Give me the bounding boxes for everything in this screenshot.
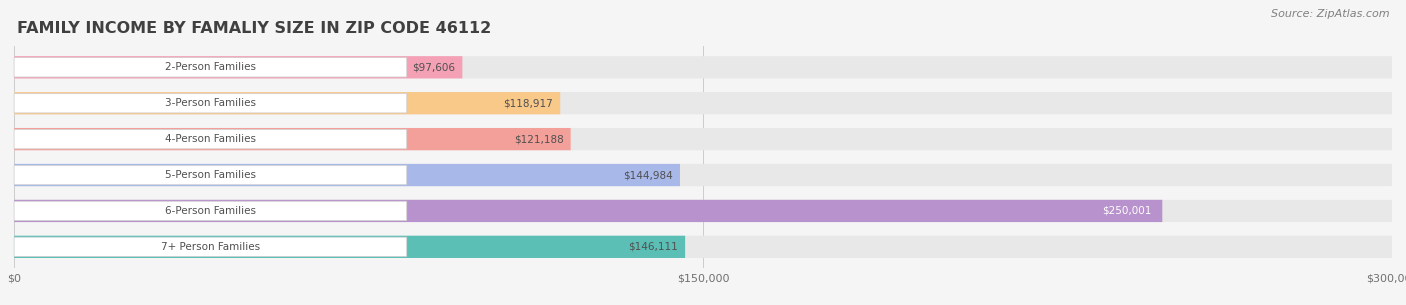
FancyBboxPatch shape (14, 165, 406, 185)
Text: $250,001: $250,001 (1102, 206, 1152, 216)
Text: Source: ZipAtlas.com: Source: ZipAtlas.com (1271, 9, 1389, 19)
FancyBboxPatch shape (14, 236, 1392, 258)
Text: FAMILY INCOME BY FAMALIY SIZE IN ZIP CODE 46112: FAMILY INCOME BY FAMALIY SIZE IN ZIP COD… (17, 21, 491, 36)
Text: $121,188: $121,188 (515, 134, 564, 144)
FancyBboxPatch shape (14, 236, 685, 258)
FancyBboxPatch shape (14, 200, 1392, 222)
FancyBboxPatch shape (14, 237, 406, 257)
FancyBboxPatch shape (14, 201, 406, 221)
FancyBboxPatch shape (14, 92, 560, 114)
FancyBboxPatch shape (14, 56, 463, 78)
Text: $118,917: $118,917 (503, 98, 554, 108)
FancyBboxPatch shape (14, 94, 406, 113)
Text: 3-Person Families: 3-Person Families (165, 98, 256, 108)
Text: $144,984: $144,984 (623, 170, 673, 180)
FancyBboxPatch shape (14, 58, 406, 77)
Text: $97,606: $97,606 (412, 62, 456, 72)
FancyBboxPatch shape (14, 128, 1392, 150)
FancyBboxPatch shape (14, 200, 1163, 222)
FancyBboxPatch shape (14, 56, 1392, 78)
Text: 5-Person Families: 5-Person Families (165, 170, 256, 180)
FancyBboxPatch shape (14, 92, 1392, 114)
FancyBboxPatch shape (14, 129, 406, 149)
FancyBboxPatch shape (14, 164, 1392, 186)
Text: 7+ Person Families: 7+ Person Families (160, 242, 260, 252)
Text: 4-Person Families: 4-Person Families (165, 134, 256, 144)
Text: $146,111: $146,111 (628, 242, 678, 252)
Text: 2-Person Families: 2-Person Families (165, 62, 256, 72)
FancyBboxPatch shape (14, 164, 681, 186)
FancyBboxPatch shape (14, 128, 571, 150)
Text: 6-Person Families: 6-Person Families (165, 206, 256, 216)
